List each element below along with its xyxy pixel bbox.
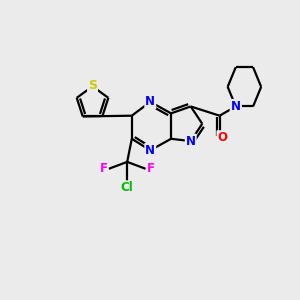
Text: O: O xyxy=(218,131,227,144)
Text: N: N xyxy=(231,100,241,113)
Text: N: N xyxy=(231,100,241,113)
Text: N: N xyxy=(145,95,155,108)
Text: F: F xyxy=(147,162,155,175)
Text: N: N xyxy=(145,144,155,157)
Text: Cl: Cl xyxy=(121,181,134,194)
Text: S: S xyxy=(88,79,97,92)
Text: N: N xyxy=(186,135,196,148)
Text: F: F xyxy=(100,162,108,175)
